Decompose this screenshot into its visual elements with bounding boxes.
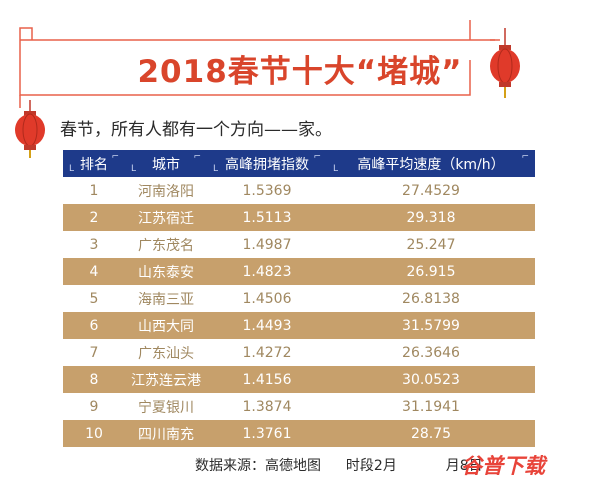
city-cell: 山西大同	[125, 312, 207, 339]
index-cell: 1.3761	[207, 420, 327, 447]
speed-cell: 25.247	[327, 231, 535, 258]
footer-source: 数据来源：高德地图 时段2月 月8日	[195, 455, 483, 475]
table-row: 10 四川南充 1.3761 28.75	[63, 420, 535, 447]
table-row: 4 山东泰安 1.4823 26.915	[63, 258, 535, 285]
index-cell: 1.3874	[207, 393, 327, 420]
index-cell: 1.5113	[207, 204, 327, 231]
index-cell: 1.4272	[207, 339, 327, 366]
ranking-table: L 排名 ⌐ L 城市 ⌐ L 高峰拥堵指数 ⌐ L 高峰平均速度（km/h） ⌐ 1 河南洛阳…	[63, 150, 535, 447]
speed-cell: 31.1941	[327, 393, 535, 420]
table-header-row: L 排名 ⌐ L 城市 ⌐ L 高峰拥堵指数 ⌐ L 高峰平均速度（km/h） ⌐	[63, 150, 535, 177]
table-row: 8 江苏连云港 1.4156 30.0523	[63, 366, 535, 393]
index-cell: 1.5369	[207, 177, 327, 204]
page-title: 2018春节十大“堵城”	[137, 54, 463, 90]
speed-cell: 26.3646	[327, 339, 535, 366]
index-cell: 1.4493	[207, 312, 327, 339]
rank-cell: 10	[63, 420, 125, 447]
subtitle: 春节，所有人都有一个方向——家。	[60, 120, 332, 140]
period-tail-text: 月8日	[445, 458, 483, 474]
rank-cell: 8	[63, 366, 125, 393]
source-text: 数据来源：高德地图	[195, 458, 321, 474]
header-average-speed: L 高峰平均速度（km/h） ⌐	[327, 150, 535, 177]
city-cell: 海南三亚	[125, 285, 207, 312]
rank-cell: 6	[63, 312, 125, 339]
speed-cell: 31.5799	[327, 312, 535, 339]
lantern-icon	[490, 28, 520, 98]
table-row: 3 广东茂名 1.4987 25.247	[63, 231, 535, 258]
table-row: 5 海南三亚 1.4506 26.8138	[63, 285, 535, 312]
city-cell: 四川南充	[125, 420, 207, 447]
rank-cell: 1	[63, 177, 125, 204]
speed-cell: 26.8138	[327, 285, 535, 312]
city-cell: 山东泰安	[125, 258, 207, 285]
lantern-icon	[15, 100, 45, 158]
header-congestion-index: L 高峰拥堵指数 ⌐	[207, 150, 327, 177]
city-cell: 广东茂名	[125, 231, 207, 258]
city-cell: 江苏宿迁	[125, 204, 207, 231]
table-row: 1 河南洛阳 1.5369 27.4529	[63, 177, 535, 204]
speed-cell: 30.0523	[327, 366, 535, 393]
index-cell: 1.4506	[207, 285, 327, 312]
index-cell: 1.4987	[207, 231, 327, 258]
speed-cell: 26.915	[327, 258, 535, 285]
rank-cell: 7	[63, 339, 125, 366]
index-cell: 1.4156	[207, 366, 327, 393]
header-rank: L 排名 ⌐	[63, 150, 125, 177]
table-row: 7 广东汕头 1.4272 26.3646	[63, 339, 535, 366]
period-text: 时段2月	[345, 458, 397, 474]
speed-cell: 29.318	[327, 204, 535, 231]
table-row: 6 山西大同 1.4493 31.5799	[63, 312, 535, 339]
table-row: 2 江苏宿迁 1.5113 29.318	[63, 204, 535, 231]
rank-cell: 9	[63, 393, 125, 420]
city-cell: 河南洛阳	[125, 177, 207, 204]
watermark-logo: 谷普下载	[461, 454, 545, 478]
city-cell: 宁夏银川	[125, 393, 207, 420]
index-cell: 1.4823	[207, 258, 327, 285]
rank-cell: 4	[63, 258, 125, 285]
rank-cell: 5	[63, 285, 125, 312]
table-row: 9 宁夏银川 1.3874 31.1941	[63, 393, 535, 420]
speed-cell: 28.75	[327, 420, 535, 447]
rank-cell: 2	[63, 204, 125, 231]
city-cell: 广东汕头	[125, 339, 207, 366]
city-cell: 江苏连云港	[125, 366, 207, 393]
rank-cell: 3	[63, 231, 125, 258]
speed-cell: 27.4529	[327, 177, 535, 204]
header-city: L 城市 ⌐	[125, 150, 207, 177]
